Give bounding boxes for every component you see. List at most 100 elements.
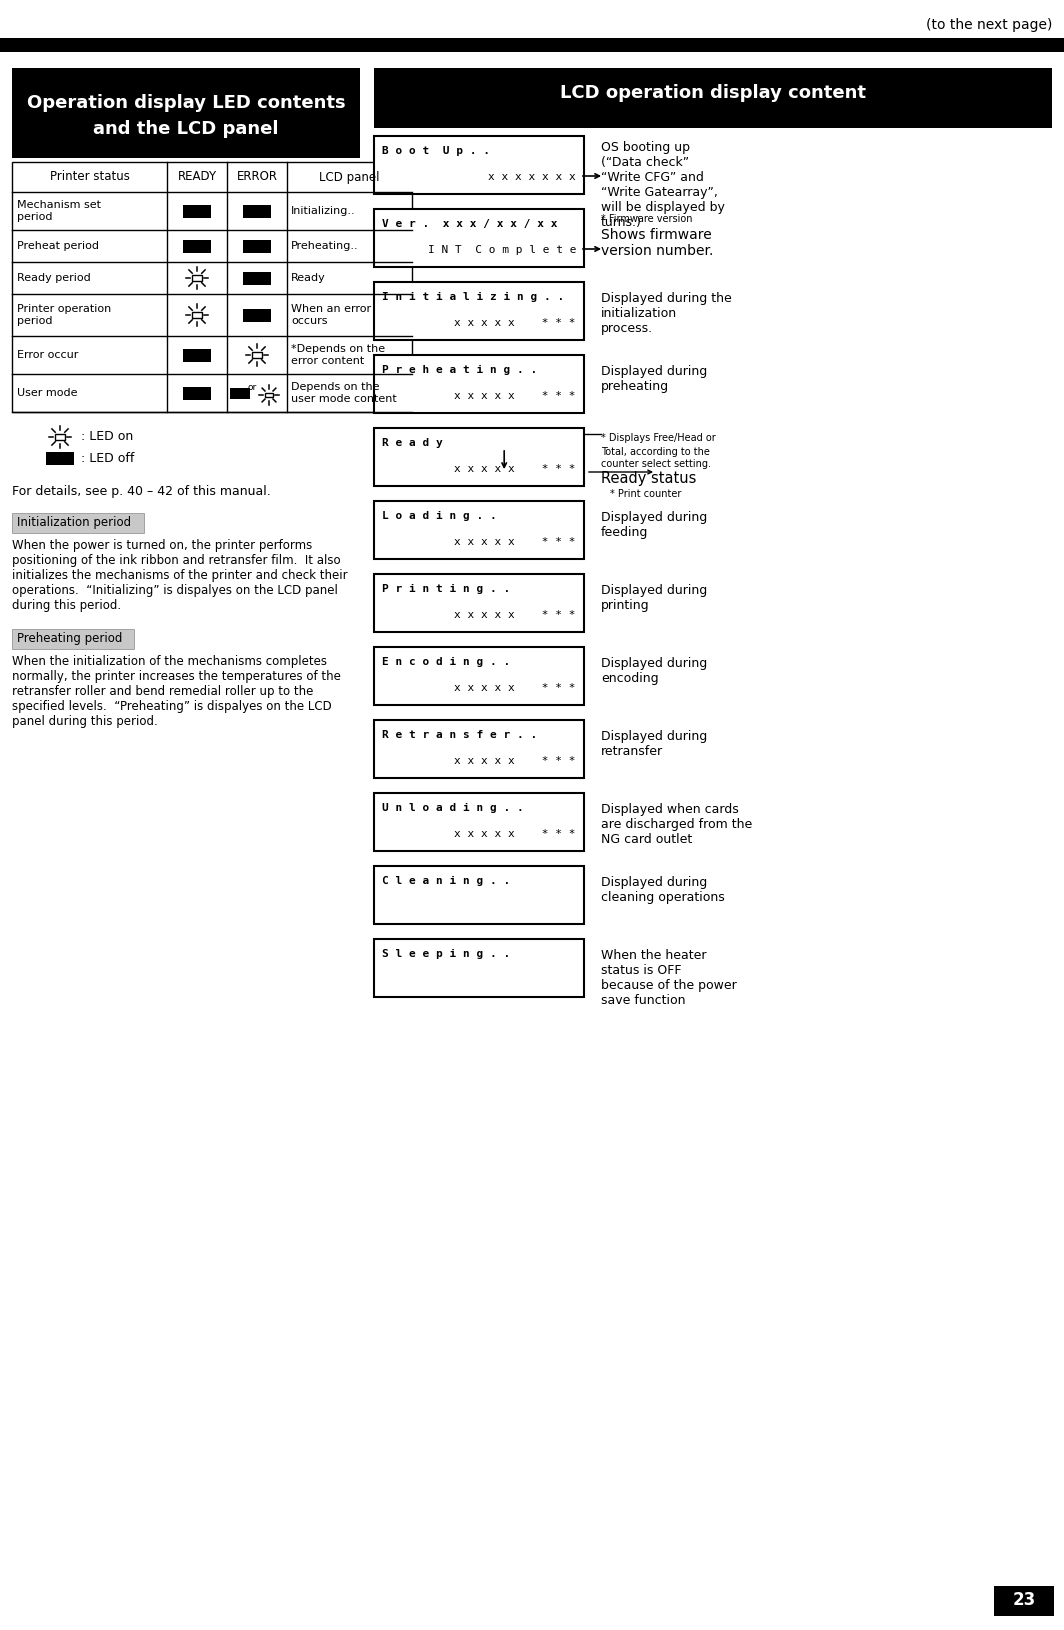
Bar: [243, 240, 271, 253]
Text: E n c o d i n g . .: E n c o d i n g . .: [382, 657, 511, 667]
Text: Ready period: Ready period: [17, 272, 90, 284]
Text: When an error
occurs: When an error occurs: [290, 305, 371, 326]
Text: L o a d i n g . .: L o a d i n g . .: [382, 510, 497, 522]
Text: When the initialization of the mechanisms completes
normally, the printer increa: When the initialization of the mechanism…: [12, 655, 340, 729]
Text: “Write CFG” and: “Write CFG” and: [601, 171, 704, 184]
Text: x x x x x    * * *: x x x x x * * *: [454, 683, 576, 693]
Text: B o o t  U p . .: B o o t U p . .: [382, 147, 491, 156]
Bar: [994, 1586, 1054, 1615]
Bar: [375, 939, 584, 998]
Bar: [375, 720, 584, 778]
Text: P r e h e a t i n g . .: P r e h e a t i n g . .: [382, 365, 537, 375]
Text: C l e a n i n g . .: C l e a n i n g . .: [382, 875, 511, 887]
Bar: [375, 794, 584, 851]
Text: “Write Gatearray”,: “Write Gatearray”,: [601, 186, 718, 199]
Text: P r i n t i n g . .: P r i n t i n g . .: [382, 584, 511, 593]
Text: x x x x x    * * *: x x x x x * * *: [454, 536, 576, 548]
Text: Preheating period: Preheating period: [17, 632, 122, 645]
Bar: [46, 452, 74, 465]
Text: Shows firmware: Shows firmware: [601, 228, 712, 241]
Text: LCD panel: LCD panel: [319, 171, 380, 184]
Text: OS booting up: OS booting up: [601, 142, 689, 153]
Text: * Displays Free/Head or: * Displays Free/Head or: [601, 434, 716, 443]
Text: U n l o a d i n g . .: U n l o a d i n g . .: [382, 804, 523, 813]
Text: Initializing..: Initializing..: [290, 205, 355, 217]
Bar: [252, 352, 262, 357]
Bar: [375, 355, 584, 412]
Bar: [243, 272, 271, 285]
Text: I N T  C o m p l e t e: I N T C o m p l e t e: [428, 244, 576, 254]
Bar: [375, 647, 584, 706]
Text: Depends on the
user mode content: Depends on the user mode content: [290, 381, 397, 404]
Text: and the LCD panel: and the LCD panel: [94, 121, 279, 139]
Bar: [375, 209, 584, 267]
Text: Initialization period: Initialization period: [17, 517, 131, 530]
Text: READY: READY: [178, 171, 217, 184]
Bar: [265, 393, 273, 398]
Bar: [193, 275, 202, 280]
Text: x x x x x    * * *: x x x x x * * *: [454, 756, 576, 766]
Text: Printer status: Printer status: [50, 171, 130, 184]
Text: S l e e p i n g . .: S l e e p i n g . .: [382, 949, 511, 958]
Text: Displayed during
feeding: Displayed during feeding: [601, 510, 708, 540]
Bar: [375, 574, 584, 632]
Text: x x x x x    * * *: x x x x x * * *: [454, 830, 576, 839]
Text: turns.): turns.): [601, 217, 642, 228]
Bar: [375, 429, 584, 486]
Text: V e r .  x x x / x x / x x: V e r . x x x / x x / x x: [382, 218, 558, 228]
Text: x x x x x x x: x x x x x x x: [488, 173, 576, 183]
Text: R e a d y: R e a d y: [382, 438, 443, 448]
Text: or: or: [247, 383, 256, 391]
Text: Operation display LED contents: Operation display LED contents: [27, 95, 346, 112]
Text: When the heater
status is OFF
because of the power
save function: When the heater status is OFF because of…: [601, 949, 736, 1007]
Text: Displayed during the
initialization
process.: Displayed during the initialization proc…: [601, 292, 732, 336]
Bar: [375, 500, 584, 559]
Text: 23: 23: [1012, 1591, 1035, 1609]
Text: Displayed during
encoding: Displayed during encoding: [601, 657, 708, 685]
Bar: [375, 282, 584, 341]
Text: Mechanism set
period: Mechanism set period: [17, 200, 101, 222]
Bar: [12, 161, 412, 412]
Text: *Depends on the
error content: *Depends on the error content: [290, 344, 385, 365]
Text: For details, see p. 40 – 42 of this manual.: For details, see p. 40 – 42 of this manu…: [12, 486, 270, 499]
Bar: [375, 135, 584, 194]
Text: R e t r a n s f e r . .: R e t r a n s f e r . .: [382, 730, 537, 740]
Bar: [375, 68, 1052, 129]
Text: Displayed during
preheating: Displayed during preheating: [601, 365, 708, 393]
Text: * Firmware version: * Firmware version: [601, 214, 693, 223]
Text: counter select setting.: counter select setting.: [601, 460, 711, 469]
Bar: [183, 204, 211, 217]
Text: User mode: User mode: [17, 388, 78, 398]
Bar: [183, 349, 211, 362]
Text: Displayed during
retransfer: Displayed during retransfer: [601, 730, 708, 758]
Bar: [12, 68, 360, 158]
Text: Displayed during
cleaning operations: Displayed during cleaning operations: [601, 875, 725, 905]
Text: x x x x x    * * *: x x x x x * * *: [454, 391, 576, 401]
Text: Total, according to the: Total, according to the: [601, 447, 710, 456]
Bar: [243, 308, 271, 321]
Text: Displayed during
printing: Displayed during printing: [601, 584, 708, 611]
Bar: [193, 313, 202, 318]
Bar: [55, 434, 65, 440]
Text: x x x x x    * * *: x x x x x * * *: [454, 465, 576, 474]
Bar: [183, 240, 211, 253]
Bar: [375, 866, 584, 924]
Text: Ready status: Ready status: [601, 471, 696, 486]
Bar: [230, 388, 250, 398]
Text: Preheat period: Preheat period: [17, 241, 99, 251]
Text: LCD operation display content: LCD operation display content: [560, 85, 866, 103]
Text: When the power is turned on, the printer performs
positioning of the ink ribbon : When the power is turned on, the printer…: [12, 540, 348, 611]
Text: x x x x x    * * *: x x x x x * * *: [454, 610, 576, 619]
Text: Ready: Ready: [290, 272, 326, 284]
Bar: [0, 37, 1064, 52]
Text: Printer operation
period: Printer operation period: [17, 305, 112, 326]
Text: x x x x x    * * *: x x x x x * * *: [454, 318, 576, 328]
Text: Displayed when cards
are discharged from the
NG card outlet: Displayed when cards are discharged from…: [601, 804, 752, 846]
Text: version number.: version number.: [601, 244, 713, 258]
Text: : LED off: : LED off: [77, 452, 134, 465]
Text: I n i t i a l i z i n g . .: I n i t i a l i z i n g . .: [382, 292, 564, 302]
Text: will be displayed by: will be displayed by: [601, 200, 725, 214]
Text: (“Data check”: (“Data check”: [601, 156, 689, 170]
Text: Preheating..: Preheating..: [290, 241, 359, 251]
Bar: [183, 386, 211, 399]
